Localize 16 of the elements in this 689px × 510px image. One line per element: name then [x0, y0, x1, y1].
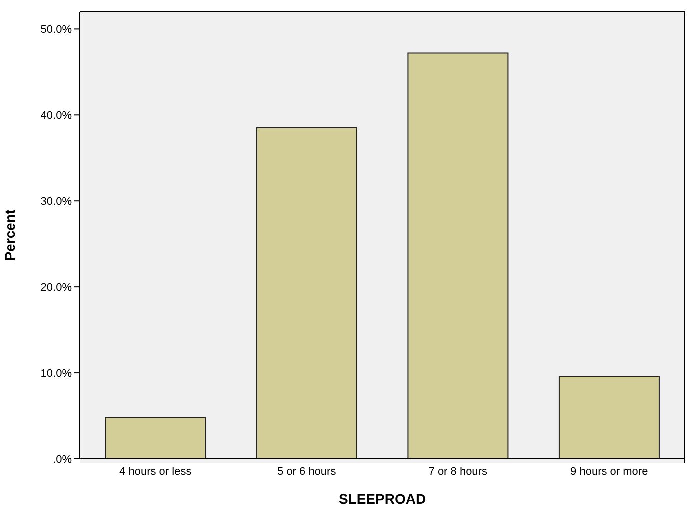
bar: [408, 52, 509, 459]
x-axis-title: SLEEPROAD: [338, 491, 426, 507]
bar: [105, 417, 206, 459]
y-tick-label: .0%: [53, 454, 72, 466]
y-tick-label: 40.0%: [40, 110, 72, 122]
x-tick-label: 5 or 6 hours: [278, 466, 337, 478]
y-tick-label: 20.0%: [40, 282, 72, 294]
x-tick-label: 7 or 8 hours: [428, 466, 488, 478]
y-tick-label: 30.0%: [40, 196, 72, 208]
bar: [558, 376, 660, 459]
y-tick-label: 50.0%: [40, 24, 72, 36]
bar: [256, 128, 358, 459]
y-tick-label: 10.0%: [40, 368, 72, 380]
x-tick-label: 4 hours or less: [120, 466, 192, 478]
y-axis-title: Percent: [2, 209, 18, 262]
x-tick-label: 9 hours or more: [570, 466, 648, 478]
